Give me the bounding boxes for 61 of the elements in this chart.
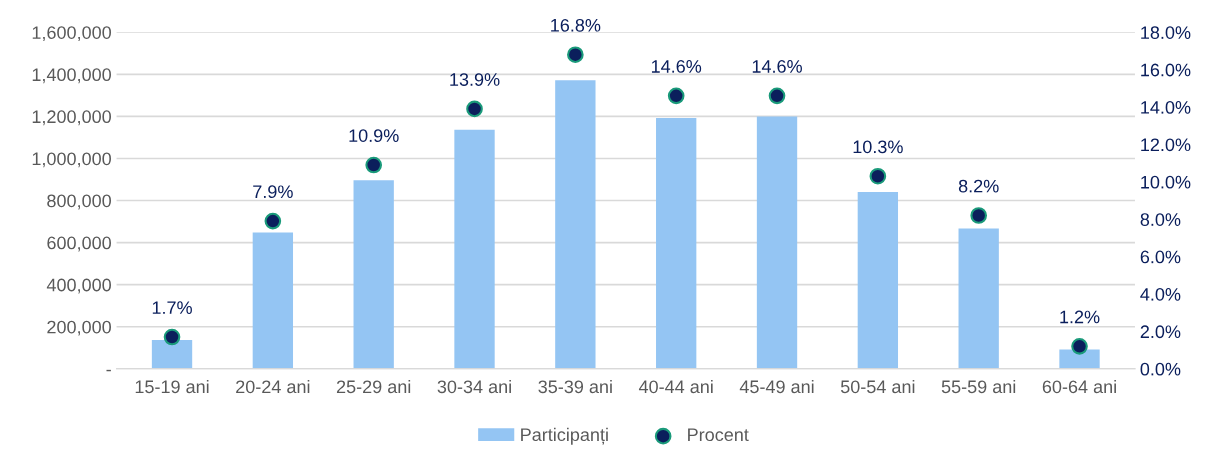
bar [353, 180, 394, 369]
data-label: 13.9% [450, 73, 500, 86]
x-tick-label: 45-49 ani [739, 379, 814, 394]
y-tick-label: 400,000 [46, 278, 111, 294]
data-label: 16.8% [551, 18, 601, 32]
x-tick-label: 20-24 ani [236, 379, 310, 394]
legend-label: Participanți [521, 427, 608, 445]
bar [958, 228, 999, 369]
y-tick-label: 200,000 [47, 320, 111, 336]
y2-tick-label: 18.0% [1141, 26, 1191, 39]
y-tick-label: 800,000 [47, 194, 111, 210]
bar [756, 116, 798, 369]
x-tick-label: 40-44 ani [638, 379, 713, 394]
x-tick-label: 50-54 ani [840, 379, 915, 394]
data-label: 10.9% [349, 129, 399, 142]
y2-tick-label: 4.0% [1140, 287, 1181, 301]
data-label: 10.3% [853, 140, 903, 154]
point [264, 212, 282, 230]
y-tick-label: 1,200,000 [32, 110, 112, 126]
bar [656, 118, 697, 369]
x-tick-label: 15-19 ani [135, 379, 209, 394]
y-tick-label: - [106, 369, 111, 372]
y-tick-label: 1,600,000 [32, 26, 112, 42]
legend-label: Procent [688, 428, 749, 442]
point [667, 87, 685, 105]
point [163, 328, 181, 346]
x-tick-label: 60-64 ani [1042, 379, 1116, 394]
point [365, 156, 383, 174]
bar [151, 339, 193, 369]
data-label: 14.6% [752, 60, 802, 73]
point [970, 207, 988, 224]
y2-tick-label: 16.0% [1141, 63, 1191, 77]
data-label: 1.7% [152, 301, 192, 314]
point [1071, 338, 1088, 355]
x-tick-label: 55-59 ani [941, 379, 1016, 394]
data-label: 1.2% [1060, 310, 1100, 324]
x-tick-label: 30-34 ani [437, 379, 511, 394]
y2-tick-label: 6.0% [1140, 250, 1181, 264]
x-tick-label: 25-29 ani [336, 379, 411, 394]
data-label: 14.6% [651, 60, 702, 73]
point [768, 87, 786, 105]
bar [555, 80, 596, 369]
bar [454, 129, 495, 369]
y-tick-label: 600,000 [47, 236, 111, 252]
bar [1059, 349, 1100, 369]
y2-tick-label: 8.0% [1140, 213, 1181, 226]
y2-tick-label: 0.0% [1140, 362, 1181, 376]
y-tick-label: 1,400,000 [32, 68, 112, 84]
y2-tick-label: 2.0% [1140, 325, 1181, 339]
y2-tick-label: 14.0% [1141, 100, 1191, 114]
bar [857, 192, 899, 369]
point [567, 46, 584, 64]
y2-tick-label: 10.0% [1141, 175, 1191, 189]
point [869, 167, 887, 185]
x-tick-label: 35-39 ani [538, 379, 612, 394]
y-tick-label: 1,000,000 [32, 152, 112, 168]
bar [252, 232, 294, 369]
point [466, 100, 483, 118]
data-label: 7.9% [253, 185, 293, 199]
data-label: 8.2% [958, 179, 999, 193]
y2-tick-label: 12.0% [1141, 138, 1191, 152]
